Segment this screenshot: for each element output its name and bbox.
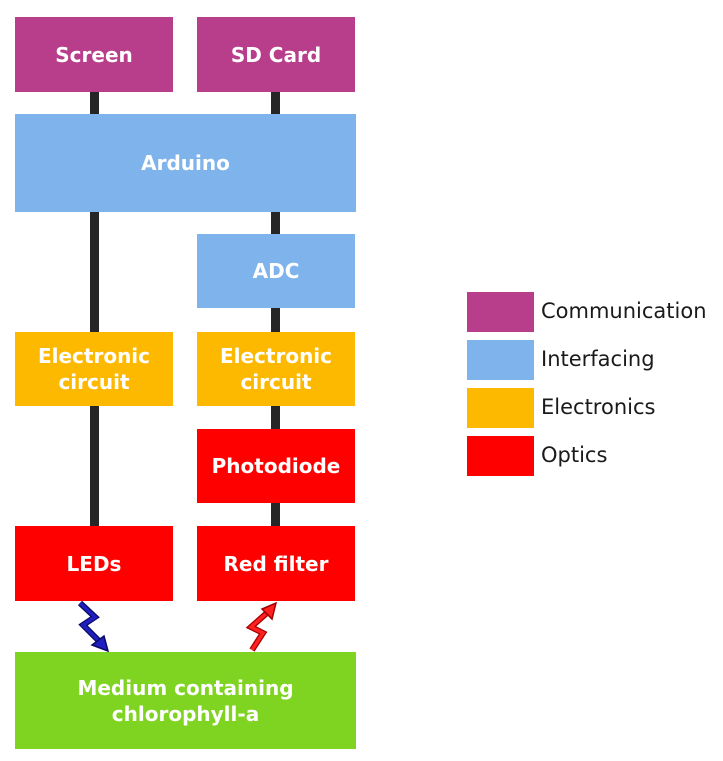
legend-swatch-communication xyxy=(467,292,534,332)
legend-label-electronics: Electronics xyxy=(541,395,656,419)
medium-block: Medium containing chlorophyll-a xyxy=(15,652,356,749)
connector-adc-circuit-right xyxy=(271,308,280,334)
red-filter-block: Red filter xyxy=(197,526,355,601)
leds-label: LEDs xyxy=(66,551,122,576)
connector-circuit-left-leds xyxy=(90,406,99,528)
photodiode-block: Photodiode xyxy=(197,429,355,503)
legend-item-optics: Optics xyxy=(467,436,723,476)
connector-arduino-circuit-left xyxy=(90,212,99,334)
medium-label: Medium containing chlorophyll-a xyxy=(77,675,294,726)
fluorescence-light-arrow-icon xyxy=(245,601,278,652)
legend-item-communication: Communication xyxy=(467,292,723,332)
legend-swatch-electronics xyxy=(467,388,534,428)
legend-item-electronics: Electronics xyxy=(467,388,723,428)
screen-block: Screen xyxy=(15,17,173,92)
photodiode-label: Photodiode xyxy=(211,454,341,478)
connector-circuit-right-photodiode xyxy=(271,406,280,431)
sd-card-block: SD Card xyxy=(197,17,355,92)
connector-sdcard-arduino xyxy=(271,92,280,116)
connector-photodiode-redfilter xyxy=(271,503,280,528)
legend-swatch-interfacing xyxy=(467,340,534,380)
arduino-label: Arduino xyxy=(141,151,230,175)
electronic-circuit-right-label: Electronic circuit xyxy=(219,344,333,394)
excitation-light-arrow-icon xyxy=(77,600,110,653)
screen-label: Screen xyxy=(55,42,133,67)
legend-item-interfacing: Interfacing xyxy=(467,340,723,380)
leds-block: LEDs xyxy=(15,526,173,601)
electronic-circuit-right-block: Electronic circuit xyxy=(197,332,355,406)
electronic-circuit-left-block: Electronic circuit xyxy=(15,332,173,406)
legend-swatch-optics xyxy=(467,436,534,476)
adc-label: ADC xyxy=(252,259,300,283)
legend-label-communication: Communication xyxy=(541,299,707,323)
adc-block: ADC xyxy=(197,234,355,308)
connector-arduino-adc xyxy=(271,212,280,236)
legend-label-interfacing: Interfacing xyxy=(541,347,655,371)
red-filter-label: Red filter xyxy=(223,551,329,576)
legend-label-optics: Optics xyxy=(541,443,608,467)
arduino-block: Arduino xyxy=(15,114,356,212)
electronic-circuit-left-label: Electronic circuit xyxy=(37,344,151,394)
sd-card-label: SD Card xyxy=(230,42,322,67)
connector-screen-arduino xyxy=(90,92,99,116)
